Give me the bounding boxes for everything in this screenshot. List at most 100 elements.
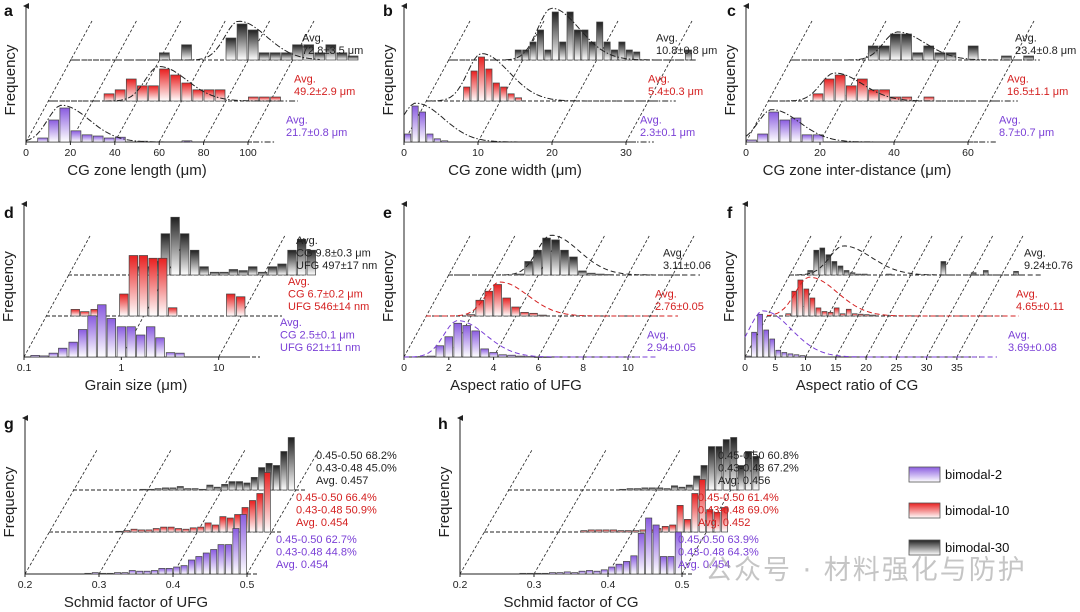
bar [529,41,537,61]
x-tick-label: 0.2 [453,579,468,591]
series-annotation: 5.4±0.3 μm [648,86,703,98]
bar [566,11,574,61]
series-bimodal-2: Avg.21.7±0.8 μm [25,104,347,143]
series-annotation: Avg. [1024,248,1046,260]
perspective-guide [627,235,695,358]
y-axis-title: Frequency [0,251,17,322]
bar [632,530,640,533]
perspective-guide [865,235,933,358]
bar [155,337,165,358]
bar [890,33,901,61]
bar [574,29,581,61]
series-annotation: Avg. [655,289,677,301]
bar [192,89,204,102]
legend-label-bimodal-10: bimodal-10 [945,503,1009,518]
perspective-guide [956,235,1024,358]
x-tick-label: 1 [118,362,124,374]
bar [243,482,251,491]
x-tick-label: 10 [800,362,812,374]
bar [462,325,471,358]
series-annotation: Avg. [280,317,302,329]
bar [868,89,879,102]
bar [202,552,210,575]
series-bimodal-30: Avg.3.11±0.06 [448,234,711,276]
bar [204,522,212,533]
bar [678,486,686,491]
bar [433,138,441,143]
bar [181,82,193,102]
bar [137,85,148,102]
bar [267,266,278,276]
series-annotation: 2.3±0.1 μm [640,127,695,139]
bar [803,288,810,317]
bar [92,135,104,143]
bar [170,216,180,276]
x-axis-title: Grain size (μm) [85,377,188,394]
series-annotation: UFG 497±17 nm [296,260,377,272]
bar [1013,271,1019,276]
series-annotation: CG 9.8±0.3 μm [296,248,371,260]
fit-curve [25,104,276,143]
fit-curve [768,72,1018,102]
bar [855,273,862,276]
bar [270,52,281,61]
panel-label-h: h [438,416,448,433]
bar [281,52,292,61]
bar [303,44,314,61]
bar [160,526,168,533]
bar [610,529,617,533]
bar [126,326,136,358]
bar [190,249,200,276]
series-annotation: 4.65±0.11 [1016,301,1064,313]
fit-curve [745,109,996,143]
x-tick-label: 0.1 [17,362,32,374]
x-axis-title: Aspect ratio of UFG [450,377,582,394]
x-tick-label: 0.3 [92,579,107,591]
bar [769,338,776,358]
legend: bimodal-2 bimodal-10 bimodal-30 [908,466,1009,556]
series-bimodal-30: Avg.23.4±0.8 μm [790,31,1076,61]
bar [593,570,601,575]
bar [128,255,138,317]
panel-label-b: b [383,3,393,20]
perspective-guide [493,235,560,358]
bar [857,78,868,102]
perspective-guide [459,449,533,575]
bar [807,270,813,276]
bar [219,516,227,533]
bar [146,326,156,358]
bar [148,85,159,102]
perspective-guide [114,20,182,143]
bar [121,572,129,575]
bar [184,488,192,491]
series-annotation: Avg. 0.454 [296,517,348,529]
bar [213,486,221,491]
bar [314,52,326,61]
x-tick-label: 10 [472,147,484,159]
bar [578,570,586,575]
bar [136,570,144,575]
bar [199,488,206,491]
panel-label-g: g [4,416,14,433]
series-annotation: Avg. [999,115,1021,127]
bar [489,352,498,358]
y-axis-title: Frequency [721,251,738,322]
bar [145,529,153,533]
fit-curve [448,234,700,276]
series-annotation: Avg. [302,33,324,45]
series-annotation: Avg. [286,115,308,127]
panel-label-d: d [4,205,14,222]
bar [551,239,560,276]
panel-label-e: e [383,205,392,222]
series-annotation: Avg. [656,33,678,45]
x-tick-label: 60 [153,147,165,159]
bar [37,137,48,143]
bar [84,572,92,575]
x-tick-label: 60 [962,147,974,159]
bar [444,336,454,358]
perspective-guide [477,20,545,143]
series-annotation: Avg. [288,276,310,288]
bar [426,355,436,358]
x-tick-label: 4 [491,362,497,374]
bar [228,269,239,276]
